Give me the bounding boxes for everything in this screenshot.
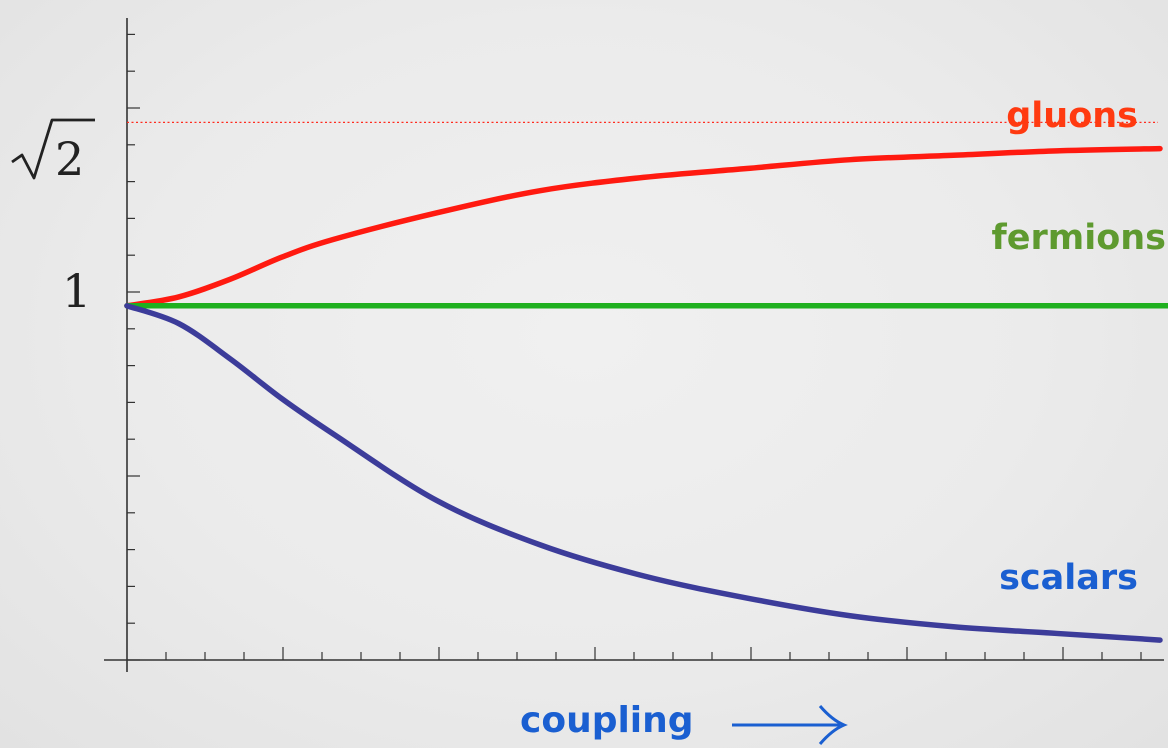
y-tick-label-sqrt2: 2 xyxy=(11,118,95,186)
right-arrow-icon xyxy=(732,705,848,745)
series-label-gluons: gluons xyxy=(1006,96,1138,136)
sqrt2-radicand: 2 xyxy=(55,132,84,186)
series-label-scalars: scalars xyxy=(999,558,1138,598)
y-tick-label-one: 1 xyxy=(62,264,91,318)
series-line-gluons xyxy=(124,145,1163,309)
x-axis-label: coupling xyxy=(520,700,694,741)
axes xyxy=(104,18,1164,672)
series-label-fermions: fermions xyxy=(992,218,1167,258)
series-line-scalars xyxy=(124,303,1163,643)
series-group xyxy=(124,145,1168,643)
